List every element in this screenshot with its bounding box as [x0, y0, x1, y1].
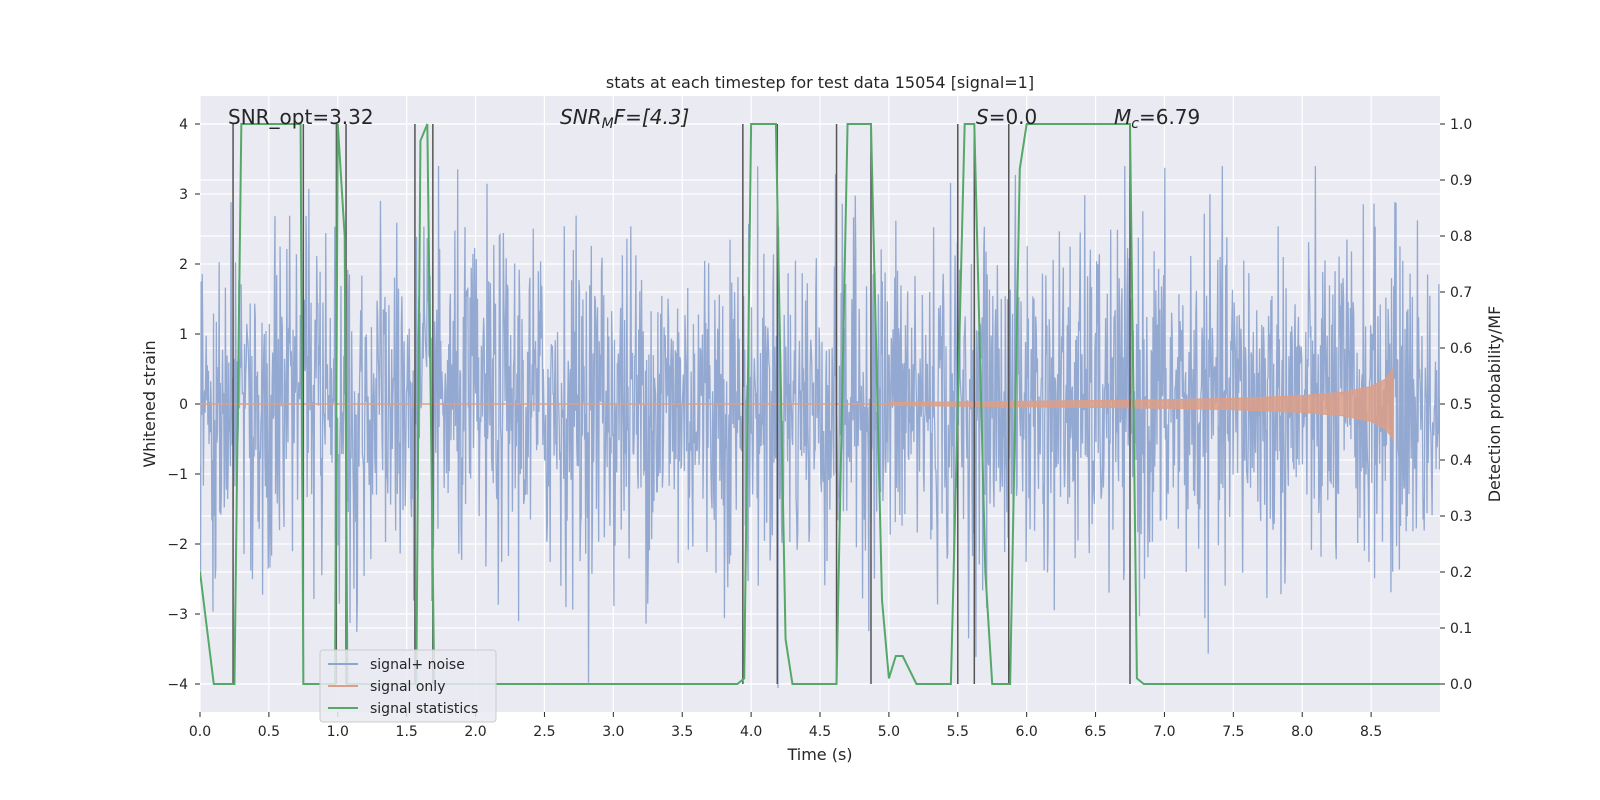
y-left-tick-label-0: −4	[167, 677, 188, 693]
y-left-tick-label-7: 3	[179, 187, 188, 203]
mc-base: M	[1114, 105, 1131, 129]
s-var: S	[976, 105, 989, 129]
mc-sub: c	[1131, 116, 1139, 132]
legend-label-signal-only: signal only	[370, 679, 445, 695]
y-right-tick-label-9: 0.9	[1450, 173, 1472, 189]
x-tick-label-10: 5.0	[878, 724, 900, 740]
x-tick-label-11: 5.5	[947, 724, 969, 740]
s-rest: =0.0	[989, 105, 1038, 129]
annotation-mc: Mc=6.79	[1114, 105, 1200, 132]
legend-box	[319, 649, 497, 723]
y-right-tick-label-10: 1.0	[1450, 117, 1472, 133]
annotation-s: S=0.0	[976, 105, 1037, 129]
x-tick-label-2: 1.0	[327, 724, 349, 740]
y-right-tick-label-4: 0.4	[1450, 453, 1472, 469]
snr-mf-rest: F=[4.3]	[614, 105, 690, 129]
y-right-axis-label: Detection probability/MF	[1485, 306, 1504, 503]
y-left-tick-label-1: −3	[167, 607, 188, 623]
y-right-tick-label-6: 0.6	[1450, 341, 1472, 357]
x-tick-label-16: 8.0	[1291, 724, 1313, 740]
y-right-tick-label-0: 0.0	[1450, 677, 1472, 693]
x-tick-label-3: 1.5	[396, 724, 418, 740]
mc-rest: =6.79	[1139, 105, 1200, 129]
y-left-tick-label-4: 0	[179, 397, 188, 413]
snr-mf-base: SNR	[560, 105, 602, 129]
y-left-tick-label-3: −1	[167, 467, 188, 483]
x-axis-label: Time (s)	[786, 745, 852, 764]
y-right-tick-label-8: 0.8	[1450, 229, 1472, 245]
y-right-tick-label-3: 0.3	[1450, 509, 1472, 525]
x-tick-label-13: 6.5	[1084, 724, 1106, 740]
y-right-tick-label-5: 0.5	[1450, 397, 1472, 413]
x-tick-label-5: 2.5	[533, 724, 555, 740]
legend-label-signal-statistics: signal statistics	[370, 701, 478, 717]
x-tick-label-7: 3.5	[671, 724, 693, 740]
x-tick-label-8: 4.0	[740, 724, 762, 740]
x-tick-label-6: 3.0	[602, 724, 624, 740]
y-left-axis-label: Whitened strain	[140, 340, 159, 467]
signal-envelope	[888, 367, 1394, 441]
x-tick-label-17: 8.5	[1360, 724, 1382, 740]
legend: signal+ noise signal only signal statist…	[319, 649, 497, 723]
noise-line	[200, 165, 1440, 689]
y-right-tick-label-2: 0.2	[1450, 565, 1472, 581]
x-tick-label-0: 0.0	[189, 724, 211, 740]
y-left-tick-label-8: 4	[179, 117, 188, 133]
annotation-snr-mf: SNRMF=[4.3]	[560, 105, 689, 132]
y-left-tick-label-5: 1	[179, 327, 188, 343]
series-signal-only	[200, 367, 1394, 441]
y-left-axis-ticks: −4 −3 −2 −1 0 1 2 3 4	[167, 117, 200, 693]
y-right-axis-ticks: 0.0 0.1 0.2 0.3 0.4 0.5 0.6 0.7 0.8 0.9 1.0	[1440, 117, 1472, 693]
legend-label-signal-noise: signal+ noise	[370, 657, 465, 673]
x-tick-label-14: 7.0	[1153, 724, 1175, 740]
snr-mf-sub: M	[602, 116, 614, 132]
annotation-snr-opt: SNR_opt=3.32	[228, 105, 374, 129]
x-tick-label-4: 2.0	[464, 724, 486, 740]
y-left-tick-label-6: 2	[179, 257, 188, 273]
x-tick-label-12: 6.0	[1016, 724, 1038, 740]
x-axis-ticks: 0.0 0.5 1.0 1.5 2.0 2.5 3.0 3.5 4.0 4.5 5.0 5.5 6.0 6…	[189, 712, 1382, 740]
y-right-tick-label-7: 0.7	[1450, 285, 1472, 301]
y-left-tick-label-2: −2	[167, 537, 188, 553]
x-tick-label-1: 0.5	[258, 724, 280, 740]
y-right-tick-label-1: 0.1	[1450, 621, 1472, 637]
x-tick-label-15: 7.5	[1222, 724, 1244, 740]
x-tick-label-9: 4.5	[809, 724, 831, 740]
chart-title: stats at each timestep for test data 150…	[606, 73, 1034, 92]
series-signal-noise	[200, 165, 1440, 689]
